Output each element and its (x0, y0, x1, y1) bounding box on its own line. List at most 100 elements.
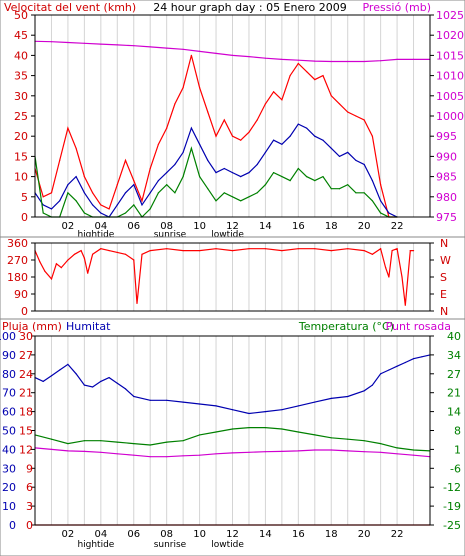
compass-label: N (440, 237, 448, 250)
rain-tick-label: 24 (19, 368, 33, 381)
series-direction-point (385, 267, 387, 269)
x-tick-label: 22 (391, 529, 404, 540)
series-dewpoint-point (133, 454, 135, 456)
y-tick-label-right: 995 (436, 130, 457, 143)
series-temperature-point (297, 431, 299, 433)
temperature-tick-label: 34 (447, 349, 461, 362)
series-pressure-point (166, 47, 168, 49)
direction-grid (50, 243, 415, 311)
series-humidity-point (83, 384, 85, 386)
series-pressure-point (182, 48, 184, 50)
direction-series (34, 247, 415, 306)
series-min-point (322, 176, 324, 178)
wind-grid (50, 15, 415, 217)
series-dewpoint-point (330, 449, 332, 451)
series-gust-point (92, 192, 94, 194)
series-humidity-point (404, 361, 406, 364)
temperature-tick-label: 8 (454, 425, 461, 438)
series-min-point (207, 188, 209, 190)
series-dewpoint-point (412, 454, 415, 456)
series-humidity-point (182, 401, 184, 403)
series-pressure-point (231, 54, 234, 57)
series-gust-point (42, 196, 44, 198)
y-tick-label-right: 990 (436, 150, 457, 163)
series-gust-point (174, 103, 176, 105)
direction-yticks-left: 0 90 180 270 360 (7, 237, 35, 318)
series-humidity-point (100, 380, 102, 382)
series-gust-point (347, 111, 349, 113)
series-humidity-point (314, 401, 316, 403)
series-dewpoint-point (149, 456, 151, 458)
series-pressure-point (412, 58, 415, 61)
series-min-point (281, 176, 283, 178)
series-dewpoint-point (199, 454, 201, 456)
series-direction-point (116, 251, 118, 253)
series-avg-point (264, 151, 266, 153)
y-tick-label: 35 (14, 70, 28, 83)
series-temperature-point (199, 434, 201, 436)
compass-label: E (440, 288, 447, 301)
series-dewpoint-point (116, 453, 118, 455)
series-direction-point (380, 248, 382, 250)
humidity-tick-label: 70 (2, 387, 16, 400)
series-avg-point (199, 143, 201, 145)
series-gust-point (207, 111, 209, 113)
y-tick-label: 0 (21, 305, 28, 318)
series-avg-point (371, 180, 373, 182)
series-dewpoint-point (100, 451, 102, 453)
x-tick-label: 14 (259, 221, 272, 232)
series-temperature-point (67, 443, 69, 445)
series-temperature-point (347, 438, 349, 440)
series-dewpoint-point (50, 448, 53, 450)
y-tick-label: 50 (14, 9, 28, 22)
temperature-tick-label: 1 (454, 443, 461, 456)
thermo-panel: Pluja (mm) Humitat Temperatura (°C) Punt… (0, 318, 465, 556)
compass-label: S (440, 271, 447, 284)
series-dewpoint-point (83, 450, 85, 452)
x-tick-label: 16 (292, 221, 305, 232)
x-tick-label: 16 (292, 529, 305, 540)
series-avg-point (116, 204, 118, 206)
series-pressure-point (380, 60, 382, 62)
series-min-point (380, 212, 382, 214)
y-tick-label: 40 (14, 49, 28, 62)
series-temperature-point (248, 427, 250, 429)
series-avg-point (42, 204, 44, 206)
series-pressure-point (297, 59, 299, 61)
wind-title: 24 hour graph day : 05 Enero 2009 (153, 1, 347, 14)
pressure-ylabel: Pressió (mb) (362, 1, 431, 14)
series-min-point (215, 200, 217, 202)
series-min-point (83, 212, 85, 214)
series-dewpoint-point (215, 453, 217, 455)
rain-ylabel: Pluja (mm) (2, 320, 62, 333)
series-avg-point (240, 176, 242, 178)
series-direction-point (347, 248, 349, 250)
series-gust-point (371, 135, 373, 137)
series-avg-point (248, 172, 250, 174)
temperature-tick-label: -19 (443, 500, 461, 513)
wind-yticks-right: 975 980 985 990 995 1000 1005 1010 1015 1020 1025 (430, 9, 464, 224)
x-tick-label: 10 (193, 221, 206, 232)
series-humidity-point (396, 365, 398, 367)
series-min-point (149, 208, 151, 210)
series-avg-point (124, 192, 127, 194)
series-temperature-point (330, 437, 332, 439)
temperature-tick-label: -12 (443, 481, 461, 494)
series-dewpoint-point (264, 451, 266, 453)
y-tick-label-right: 1005 (436, 90, 464, 103)
y-tick-label: 0 (21, 211, 28, 224)
series-direction-point (371, 253, 373, 255)
series-humidity-point (67, 363, 69, 365)
series-avg-point (380, 200, 382, 202)
temperature-ylabel: Temperatura (°C) (298, 320, 394, 333)
series-humidity-point (199, 403, 201, 405)
humidity-tick-label: 50 (2, 425, 16, 438)
series-direction-point (330, 250, 332, 252)
y-tick-label-right: 985 (436, 171, 457, 184)
x-tick-label: 04 (94, 221, 107, 232)
series-min-point (256, 192, 258, 194)
thermo-grid (50, 336, 415, 525)
series-temperature-point (380, 443, 382, 445)
series-min-point (347, 184, 349, 186)
